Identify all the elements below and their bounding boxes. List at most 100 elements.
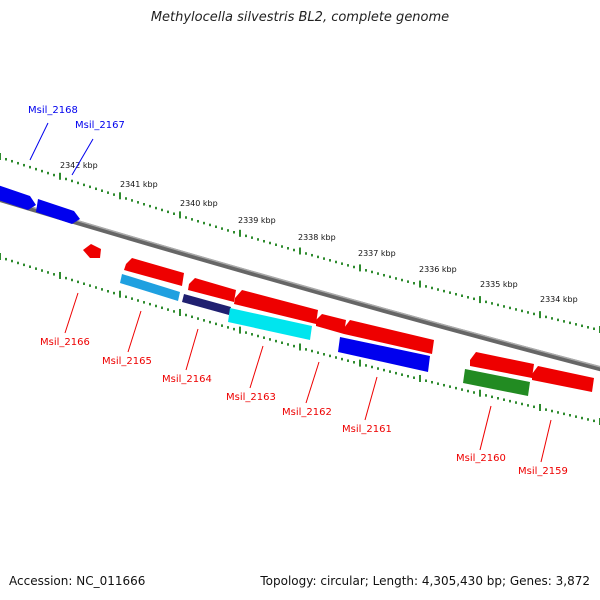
scale-minor-tick [407, 374, 409, 378]
scale-minor-tick [53, 173, 55, 177]
scale-minor-tick [347, 264, 349, 267]
scale-minor-tick [185, 216, 187, 219]
scale-minor-tick [443, 383, 445, 387]
scale-minor-tick [527, 311, 529, 314]
scale-minor-tick [17, 161, 19, 165]
scale-minor-tick [41, 269, 43, 272]
scale-minor-tick [557, 318, 559, 322]
scale-major-tick [359, 264, 361, 272]
scale-major-tick [359, 359, 361, 367]
outer-scale-row [0, 153, 600, 333]
gene-arrow-msil-2167[interactable] [36, 199, 80, 224]
scale-minor-tick [53, 273, 55, 276]
scale-minor-tick [155, 304, 157, 308]
scale-minor-tick [329, 259, 331, 262]
scale-minor-tick [563, 412, 565, 416]
feature-bar-blue[interactable] [338, 337, 430, 372]
scale-minor-tick [155, 206, 157, 210]
gene-arrow-msil-2161[interactable] [344, 320, 434, 354]
scale-minor-tick [293, 248, 295, 252]
scale-minor-tick [269, 241, 271, 245]
scale-minor-tick [521, 402, 523, 406]
scale-minor-tick [377, 367, 379, 370]
scale-minor-tick [107, 289, 109, 293]
scale-minor-tick [473, 297, 475, 301]
scale-major-tick [479, 389, 481, 397]
scale-major-tick [179, 308, 181, 316]
gene-arrow-msil-2162[interactable] [316, 314, 346, 334]
scale-minor-tick [275, 339, 277, 343]
scale-minor-tick [233, 327, 235, 331]
scale-major-tick [419, 374, 421, 382]
scale-minor-tick [257, 334, 259, 338]
scale-minor-tick [575, 415, 577, 418]
scale-minor-tick [335, 356, 337, 359]
feature-bar-green[interactable] [463, 369, 530, 396]
feature-bar-skyblue[interactable] [120, 274, 180, 301]
scale-minor-tick [509, 306, 511, 310]
scale-minor-tick [311, 253, 313, 257]
gene-label-msil-2159: Msil_2159 [518, 466, 568, 477]
feature-bar-navy[interactable] [182, 294, 231, 315]
gene-arrow-msil-2160[interactable] [470, 352, 534, 378]
scale-minor-tick [275, 243, 277, 247]
gene-arrow-msil-2165[interactable] [124, 258, 184, 286]
scale-minor-tick [569, 321, 571, 325]
scale-minor-tick [587, 326, 589, 329]
scale-minor-tick [347, 359, 349, 362]
gene-label-msil-2164: Msil_2164 [162, 374, 212, 385]
scale-minor-tick [515, 401, 517, 404]
scale-minor-tick [557, 411, 559, 414]
scale-minor-tick [353, 361, 355, 364]
scale-minor-tick [113, 193, 115, 196]
gene-arrow-msil-2166[interactable] [83, 244, 101, 258]
scale-minor-tick [83, 282, 85, 286]
gene-label-msil-2161: Msil_2161 [342, 424, 392, 435]
scale-minor-tick [5, 157, 7, 161]
scale-minor-tick [125, 295, 127, 299]
scale-minor-tick [47, 171, 49, 175]
scale-minor-tick [371, 270, 373, 274]
scale-minor-tick [329, 354, 331, 358]
scale-minor-tick [113, 291, 115, 295]
scale-minor-tick [95, 286, 97, 289]
scale-minor-tick [77, 181, 79, 185]
scale-minor-tick [485, 300, 487, 304]
scale-tick-label: 2337 kbp [358, 249, 396, 258]
scale-minor-tick [65, 177, 67, 181]
gene-arrow-msil-2163[interactable] [234, 290, 318, 324]
scale-minor-tick [425, 285, 427, 288]
scale-minor-tick [215, 322, 217, 326]
scale-minor-tick [251, 236, 253, 239]
scale-minor-tick [29, 165, 31, 169]
scale-minor-tick [395, 277, 397, 280]
map-title: Methylocella silvestris BL2, complete ge… [150, 10, 450, 25]
scale-minor-tick [407, 280, 409, 283]
scale-major-tick [0, 153, 1, 160]
scale-minor-tick [209, 223, 211, 227]
gene-label-msil-2163: Msil_2163 [226, 392, 276, 403]
scale-minor-tick [197, 219, 199, 223]
gene-label-msil-2160: Msil_2160 [456, 453, 506, 464]
scale-minor-tick [149, 204, 151, 208]
scale-minor-tick [5, 257, 7, 261]
scale-minor-tick [23, 263, 25, 267]
scale-minor-tick [203, 319, 205, 322]
scale-minor-tick [569, 414, 571, 417]
scale-minor-tick [317, 351, 319, 354]
scale-minor-tick [227, 229, 229, 232]
feature-bar-cyan[interactable] [228, 308, 312, 340]
scale-major-tick [239, 229, 241, 237]
scale-minor-tick [521, 309, 523, 313]
scale-minor-tick [431, 286, 433, 290]
gene-label-msil-2167: Msil_2167 [75, 120, 125, 131]
scale-minor-tick [137, 201, 139, 204]
scale-minor-tick [485, 394, 487, 397]
gene-arrow-msil-2168[interactable] [0, 184, 36, 210]
scale-minor-tick [551, 409, 553, 413]
scale-minor-tick [191, 315, 193, 319]
gene-arrow-msil-2164[interactable] [188, 278, 236, 302]
gene-arrow-msil-2159[interactable] [532, 366, 594, 392]
scale-minor-tick [167, 308, 169, 311]
